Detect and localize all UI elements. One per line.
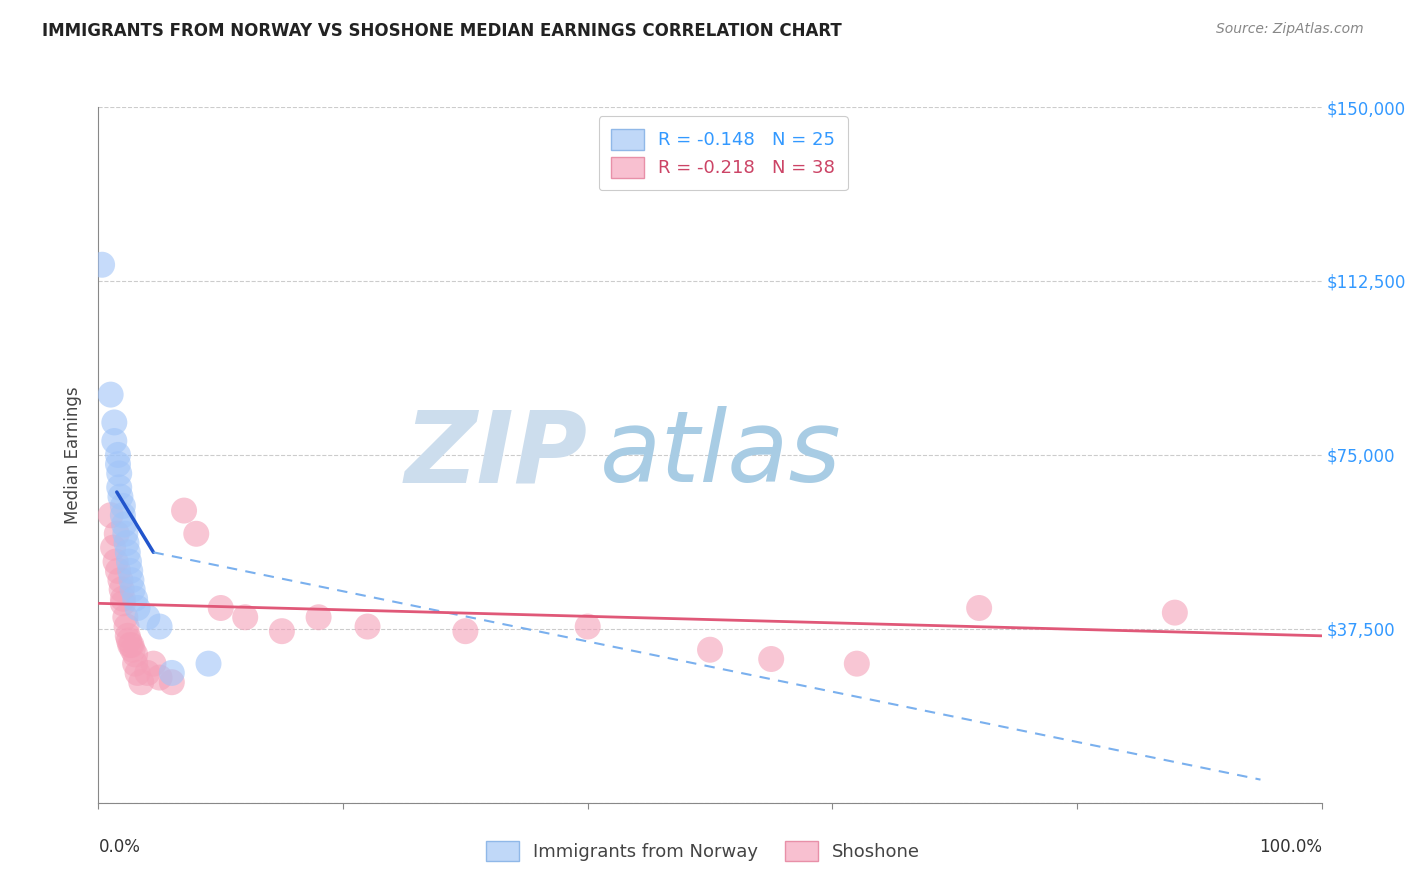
Point (111, 596, 134, 610)
Point (173, 503, 195, 517)
Point (107, 564, 129, 578)
Text: atlas: atlas (600, 407, 842, 503)
Point (108, 467, 131, 481)
Point (107, 457, 129, 471)
Point (136, 610, 159, 624)
Point (118, 633, 141, 648)
Point (160, 675, 183, 690)
Point (120, 638, 142, 652)
Point (127, 665, 149, 680)
Point (121, 582, 143, 597)
Point (115, 536, 138, 550)
Point (129, 675, 152, 690)
Point (103, 434, 125, 448)
Point (111, 582, 134, 597)
Point (111, 508, 134, 523)
Point (115, 619, 138, 633)
Text: ZIP: ZIP (405, 407, 588, 503)
Text: 100.0%: 100.0% (1258, 838, 1322, 855)
Point (209, 601, 232, 615)
Y-axis label: Median Earnings: Median Earnings (65, 386, 83, 524)
Point (107, 448, 129, 462)
Point (761, 652, 783, 666)
Point (108, 480, 131, 494)
Text: IMMIGRANTS FROM NORWAY VS SHOSHONE MEDIAN EARNINGS CORRELATION CHART: IMMIGRANTS FROM NORWAY VS SHOSHONE MEDIA… (42, 22, 842, 40)
Point (110, 490, 132, 504)
Point (270, 624, 294, 639)
Point (233, 610, 256, 624)
Point (121, 642, 143, 657)
Point (105, 526, 128, 541)
Point (967, 601, 990, 615)
Point (136, 665, 159, 680)
Point (124, 648, 146, 662)
Point (120, 573, 142, 587)
Point (114, 526, 136, 541)
Text: Source: ZipAtlas.com: Source: ZipAtlas.com (1216, 22, 1364, 37)
Legend: Immigrants from Norway, Shoshone: Immigrants from Norway, Shoshone (474, 828, 932, 874)
Point (110, 573, 132, 587)
Point (112, 517, 135, 532)
Point (845, 657, 868, 671)
Point (103, 416, 125, 430)
Point (308, 610, 330, 624)
Point (120, 564, 142, 578)
Text: 0.0%: 0.0% (98, 838, 141, 855)
Point (197, 657, 219, 671)
Point (91, 258, 114, 272)
Point (100, 387, 122, 401)
Point (114, 610, 136, 624)
Point (111, 499, 134, 513)
Point (454, 624, 477, 639)
Point (124, 657, 146, 671)
Point (576, 619, 599, 633)
Point (104, 555, 127, 569)
Point (120, 638, 142, 652)
Point (111, 591, 134, 606)
Legend: R = -0.148   N = 25, R = -0.218   N = 38: R = -0.148 N = 25, R = -0.218 N = 38 (599, 116, 848, 190)
Point (186, 526, 208, 541)
Point (117, 629, 139, 643)
Point (149, 671, 172, 685)
Point (118, 555, 141, 569)
Point (124, 591, 146, 606)
Point (117, 545, 139, 559)
Point (1164, 606, 1187, 620)
Point (127, 601, 149, 615)
Point (149, 619, 172, 633)
Point (356, 619, 378, 633)
Point (699, 642, 721, 657)
Point (100, 508, 122, 523)
Point (101, 541, 124, 555)
Point (142, 657, 165, 671)
Point (160, 665, 183, 680)
